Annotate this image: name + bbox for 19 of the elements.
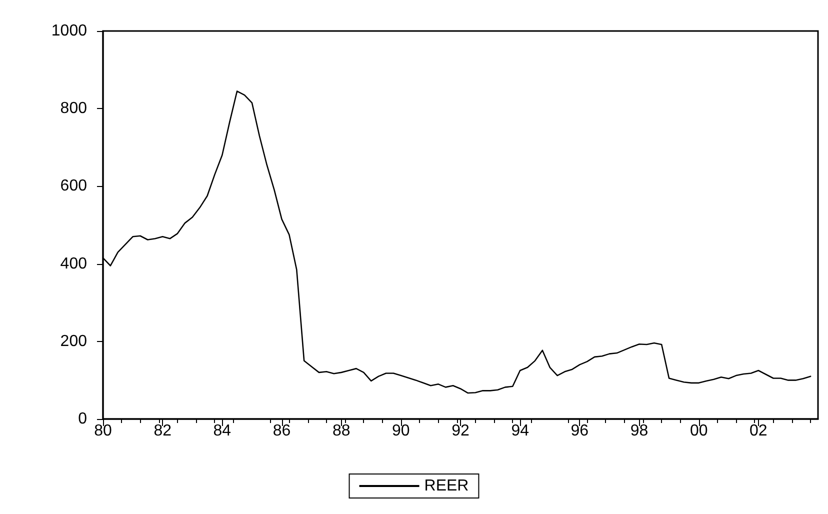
x-tick-label: 00	[690, 422, 708, 440]
x-tick-label: 02	[750, 422, 768, 440]
y-tick-label: 600	[60, 178, 88, 195]
y-tick-label: 200	[60, 332, 88, 350]
x-tick-label: 80	[94, 422, 112, 440]
legend-label: REER	[424, 478, 469, 494]
x-tick-label: 86	[272, 422, 291, 440]
y-tick-label: 1000	[51, 22, 88, 40]
x-tick-label: 92	[452, 422, 470, 440]
x-tick-label: 98	[630, 422, 648, 440]
x-tick-label: 90	[392, 422, 410, 440]
x-tick-label: 88	[332, 422, 350, 440]
x-tick-label: 82	[154, 422, 172, 440]
y-tick-label: 800	[60, 100, 88, 118]
x-tick-label: 94	[511, 422, 530, 440]
y-tick-label: 0	[78, 410, 88, 428]
x-tick-label: 84	[213, 422, 232, 440]
x-tick-label: 96	[570, 422, 589, 440]
y-tick-label: 400	[60, 255, 88, 272]
